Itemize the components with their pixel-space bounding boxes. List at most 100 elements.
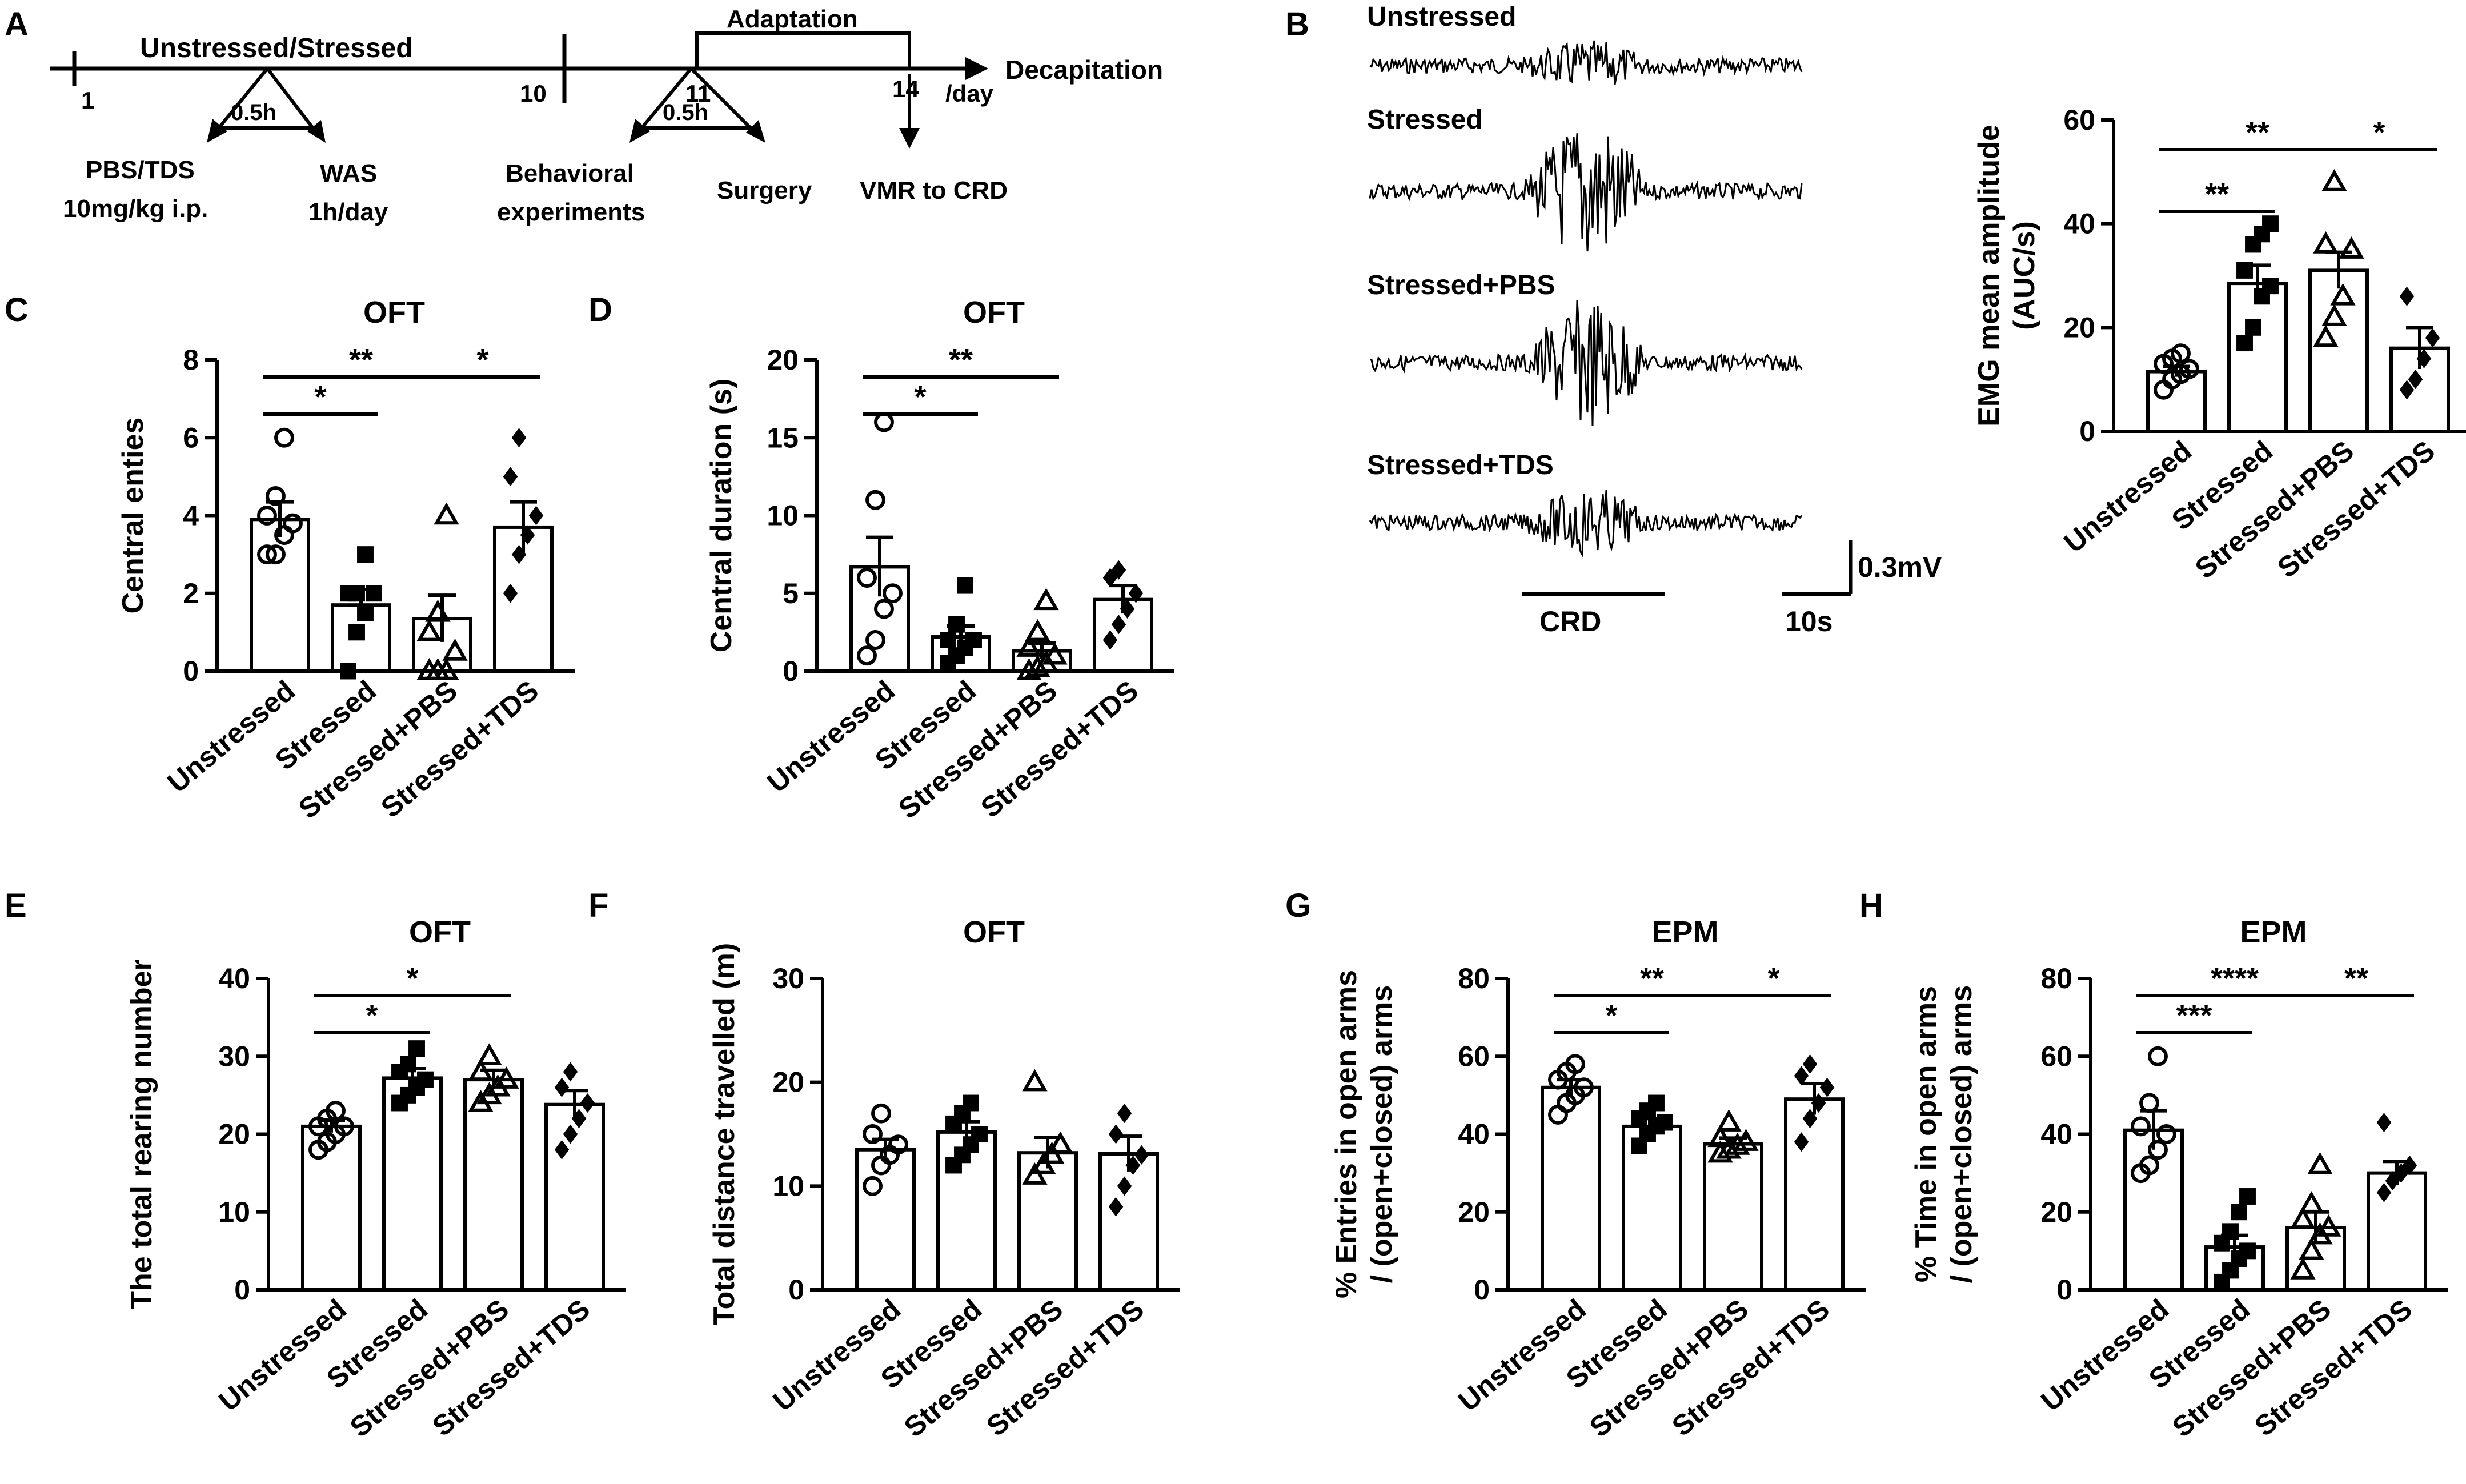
adaptation-label: Adaptation	[727, 5, 858, 33]
data-point	[2408, 370, 2423, 390]
day-10-label: 10	[520, 80, 547, 107]
data-point	[357, 604, 374, 621]
was-arrowhead	[307, 120, 326, 143]
surgery-label: Surgery	[717, 177, 812, 204]
data-point	[1048, 1131, 1073, 1154]
day-unit-label: /day	[945, 80, 994, 107]
treatment-arrowhead	[207, 119, 227, 143]
significance-label: ***	[2176, 998, 2212, 1033]
data-point	[503, 583, 518, 603]
significance-label: *	[914, 380, 926, 414]
data-point	[468, 1058, 494, 1081]
data-point	[2299, 1191, 2324, 1213]
data-point	[2416, 348, 2432, 368]
data-point	[2290, 1206, 2316, 1229]
y-tick-label: 10	[218, 1196, 250, 1228]
panel-label-f: F	[588, 887, 608, 924]
data-point	[520, 525, 535, 545]
data-point	[2313, 324, 2339, 347]
panel-b-traces: B Unstressed Stressed Stressed+PBS Stressed…	[1285, 2, 1942, 637]
data-point	[1707, 1140, 1733, 1163]
y-tick-label: 20	[218, 1118, 250, 1150]
data-point	[580, 1093, 595, 1113]
significance-label: **	[349, 343, 373, 377]
panel-g-entries-open-arms-chart: G EPM 0 20 40 60 80 % Entries in open arms / (o…	[1285, 887, 1866, 1443]
y-tick-label: 0	[788, 1274, 804, 1306]
data-point	[511, 544, 527, 564]
x-tick-label: Unstressed	[2035, 1293, 2175, 1418]
chart-title: EPM	[2240, 915, 2307, 949]
significance-label: **	[949, 343, 973, 377]
data-point	[2179, 359, 2199, 379]
y-axis-label: / (open+closed) arms	[1365, 985, 1398, 1284]
y-tick-label: 80	[1458, 962, 1490, 994]
data-point	[2148, 1046, 2168, 1066]
x-tick-label: Unstressed	[161, 675, 301, 799]
phase1-label: Unstressed/Stressed	[140, 33, 413, 63]
panel-label-a: A	[5, 6, 29, 43]
bar	[2367, 1171, 2427, 1292]
treatment-line1: PBS/TDS	[86, 156, 195, 184]
data-point	[2330, 283, 2356, 306]
vmr-label: VMR to CRD	[860, 177, 1008, 204]
data-point	[965, 632, 982, 648]
data-point	[2290, 1257, 2316, 1280]
data-point	[2399, 286, 2415, 306]
data-point	[2307, 1152, 2333, 1174]
data-point	[528, 506, 544, 526]
day-1-label: 1	[81, 87, 94, 114]
significance-label: **	[2205, 177, 2229, 211]
chart-title: OFT	[409, 915, 471, 949]
data-point	[326, 1101, 346, 1121]
significance-label: *	[2373, 115, 2385, 150]
adaptation-box	[695, 31, 911, 70]
y-tick-label: 40	[1458, 1118, 1490, 1150]
y-tick-label: 60	[2063, 104, 2095, 136]
data-point	[2299, 1237, 2324, 1260]
data-point	[425, 599, 451, 622]
y-tick-label: 20	[772, 1066, 804, 1098]
y-tick-label: 0	[1474, 1274, 1490, 1306]
data-point	[2156, 1124, 2176, 1144]
trace-label: Stressed+TDS	[1367, 450, 1554, 480]
data-point	[563, 1124, 578, 1144]
data-point	[400, 1056, 416, 1073]
data-point	[494, 1066, 519, 1089]
y-tick-label: 20	[1458, 1196, 1490, 1228]
data-point	[563, 1062, 578, 1082]
data-point	[442, 638, 468, 661]
crd-label: CRD	[1539, 605, 1601, 637]
y-axis-label: EMG mean amplitude	[1972, 125, 2006, 427]
data-point	[571, 1109, 587, 1129]
data-point	[1016, 635, 1042, 657]
data-point	[871, 1103, 891, 1124]
data-point	[874, 412, 894, 432]
bar	[1703, 1142, 1763, 1292]
y-axis-label: / (open+closed) arms	[1945, 985, 1978, 1284]
panel-label-g: G	[1285, 887, 1311, 924]
panel-d-central-duration-chart: D OFT 0 5 10 15 20 Central duration (s) Unstres…	[588, 291, 1174, 825]
data-point	[1111, 615, 1126, 635]
data-point	[857, 568, 877, 588]
data-point	[865, 630, 885, 650]
x-tick-label: Unstressed	[761, 675, 901, 799]
data-point	[1125, 1156, 1141, 1175]
data-point	[1111, 560, 1126, 580]
y-tick-label: 40	[2040, 1118, 2072, 1150]
y-tick-label: 5	[783, 577, 799, 609]
data-point	[1733, 1129, 1759, 1151]
data-point	[1134, 1145, 1149, 1165]
data-point	[2171, 343, 2191, 364]
data-point	[511, 428, 527, 448]
bar	[2227, 282, 2288, 433]
y-tick-label: 4	[183, 500, 199, 532]
was-arrow	[266, 67, 322, 138]
chart-title: EPM	[1651, 915, 1718, 949]
data-point	[1042, 642, 1068, 665]
chart-title: OFT	[963, 295, 1025, 330]
significance-label: **	[2344, 961, 2368, 996]
data-point	[1030, 1152, 1056, 1174]
data-point	[416, 619, 442, 641]
significance-label: *	[1767, 961, 1779, 996]
significance-label: *	[314, 380, 326, 414]
